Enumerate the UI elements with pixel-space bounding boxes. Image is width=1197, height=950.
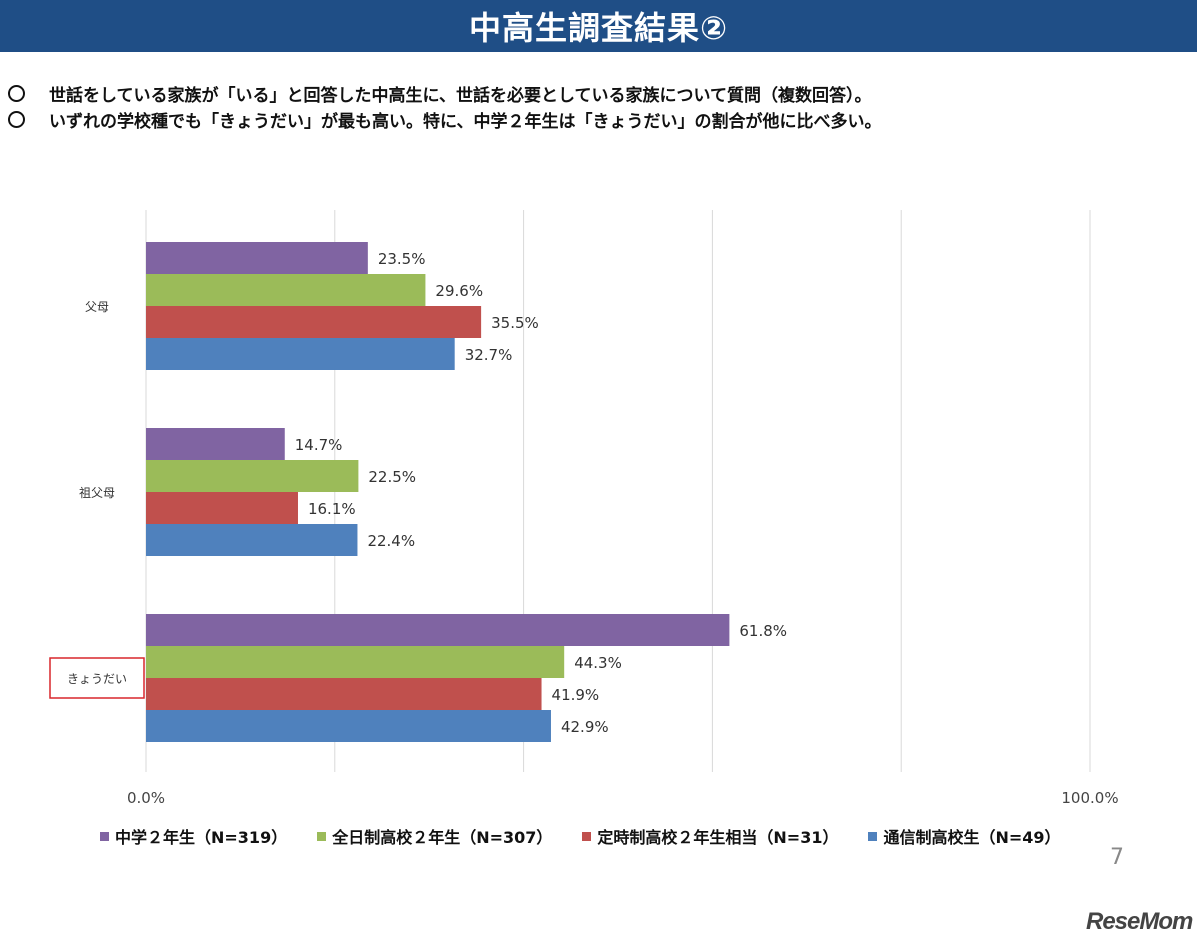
bullet-item: いずれの学校種でも「きょうだい」が最も高い。特に、中学２年生は「きょうだい」の割… xyxy=(8,106,1193,132)
bar xyxy=(146,678,542,710)
chart-legend: 中学２年生（N=319） 全日制高校２年生（N=307） 定時制高校２年生相当（N=… xyxy=(100,824,1061,848)
circle-bullet-icon xyxy=(8,84,25,102)
legend-item: 定時制高校２年生相当（N=31） xyxy=(582,824,838,848)
legend-swatch xyxy=(317,831,327,841)
x-tick-label: 100.0% xyxy=(1061,789,1118,807)
legend-swatch xyxy=(868,831,878,841)
bar xyxy=(146,646,565,678)
bullet-list: 世話をしている家族が「いる」と回答した中高生に、世話を必要としている家族について… xyxy=(8,80,1193,132)
bar xyxy=(146,710,551,742)
legend-swatch xyxy=(100,831,109,841)
data-label: 61.8% xyxy=(739,622,787,640)
data-label: 35.5% xyxy=(491,314,539,332)
bar xyxy=(146,274,426,306)
bullet-text: いずれの学校種でも「きょうだい」が最も高い。特に、中学２年生は「きょうだい」の割… xyxy=(49,111,882,132)
x-tick-label: 0.0% xyxy=(127,789,165,807)
bar xyxy=(146,428,285,460)
category-label: 父母 xyxy=(85,300,109,314)
bar xyxy=(146,524,358,556)
category-label: きょうだい xyxy=(67,672,127,686)
bar xyxy=(146,460,359,492)
bar xyxy=(146,492,298,524)
bullet-item: 世話をしている家族が「いる」と回答した中高生に、世話を必要としている家族について… xyxy=(8,80,1193,106)
legend-item: 通信制高校生（N=49） xyxy=(868,824,1061,848)
page-number: 7 xyxy=(1110,845,1124,870)
bar xyxy=(146,306,482,338)
legend-label: 全日制高校２年生（N=307） xyxy=(332,828,553,847)
data-label: 14.7% xyxy=(295,436,343,454)
data-label: 29.6% xyxy=(435,282,483,300)
data-label: 16.1% xyxy=(308,500,356,518)
data-label: 41.9% xyxy=(552,686,600,704)
legend-label: 中学２年生（N=319） xyxy=(115,828,288,847)
data-label: 22.5% xyxy=(368,468,416,486)
data-label: 23.5% xyxy=(378,250,426,268)
data-label: 44.3% xyxy=(574,654,622,672)
category-label: 祖父母 xyxy=(79,485,115,500)
page-title-text: 中高生調査結果② xyxy=(468,9,729,47)
legend-label: 定時制高校２年生相当（N=31） xyxy=(597,828,839,847)
data-label: 32.7% xyxy=(465,346,513,364)
data-label: 22.4% xyxy=(367,532,415,550)
legend-item: 全日制高校２年生（N=307） xyxy=(317,824,552,848)
data-label: 42.9% xyxy=(561,718,609,736)
bar xyxy=(146,242,368,274)
bullet-text: 世話をしている家族が「いる」と回答した中高生に、世話を必要としている家族について… xyxy=(49,85,872,106)
bar xyxy=(146,614,730,646)
legend-swatch xyxy=(582,831,592,841)
page-title: 中高生調査結果② xyxy=(0,0,1197,52)
legend-label: 通信制高校生（N=49） xyxy=(883,828,1061,847)
highlight-box xyxy=(49,657,145,699)
legend-item: 中学２年生（N=319） xyxy=(100,824,287,848)
circle-bullet-icon xyxy=(8,110,25,128)
bar xyxy=(146,338,455,370)
watermark-logo: ReseMom xyxy=(1086,908,1193,935)
